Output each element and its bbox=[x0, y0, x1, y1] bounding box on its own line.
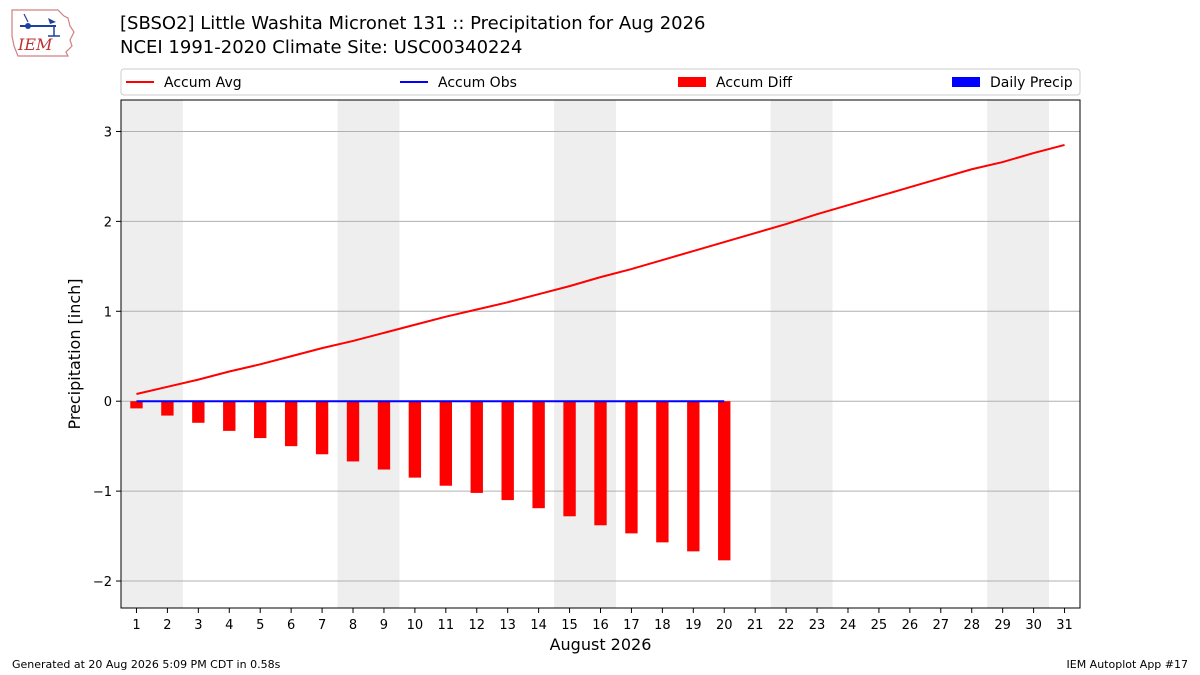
accum-diff-bar bbox=[377, 401, 391, 470]
svg-text:IEM: IEM bbox=[17, 35, 53, 54]
autoplot-app-label: IEM Autoplot App #17 bbox=[1066, 658, 1189, 671]
accum-diff-bar bbox=[161, 401, 174, 416]
x-tick-label: 29 bbox=[994, 618, 1011, 633]
accum-diff-bar bbox=[594, 401, 607, 526]
accum-diff-bar bbox=[254, 401, 267, 439]
accum-diff-bar bbox=[130, 401, 143, 409]
x-tick-label: 19 bbox=[685, 618, 702, 633]
x-tick-label: 6 bbox=[287, 618, 295, 633]
iem-logo: IEM bbox=[11, 9, 75, 57]
accum-diff-bar bbox=[532, 401, 545, 509]
legend-accum-avg-label: Accum Avg bbox=[164, 75, 242, 91]
x-tick-label: 3 bbox=[194, 618, 202, 633]
weekend-band bbox=[987, 100, 1050, 608]
legend-accum-obs-label: Accum Obs bbox=[438, 75, 517, 91]
accum-diff-bar bbox=[439, 401, 453, 486]
x-tick-label: 17 bbox=[623, 618, 640, 633]
y-tick-label: 0 bbox=[104, 395, 112, 410]
x-tick-label: 28 bbox=[963, 618, 980, 633]
x-tick-label: 27 bbox=[933, 618, 950, 633]
y-tick-label: 2 bbox=[104, 215, 112, 230]
accum-diff-bar bbox=[408, 401, 422, 478]
x-tick-label: 26 bbox=[902, 618, 919, 633]
chart-title: [SBSO2] Little Washita Micronet 131 :: P… bbox=[120, 13, 706, 34]
x-tick-label: 9 bbox=[380, 618, 388, 633]
weekend-band bbox=[554, 100, 616, 608]
x-tick-label: 13 bbox=[499, 618, 516, 633]
legend-accum-diff-label: Accum Diff bbox=[716, 75, 792, 91]
weekend-band bbox=[770, 100, 833, 608]
y-tick-label: 3 bbox=[104, 125, 112, 140]
accum-diff-bar bbox=[315, 401, 329, 455]
accum-diff-bar bbox=[284, 401, 298, 447]
y-tick-label: −1 bbox=[93, 485, 112, 500]
x-axis-label: August 2026 bbox=[550, 635, 652, 654]
x-tick-label: 24 bbox=[840, 618, 857, 633]
legend-accum-diff-swatch bbox=[678, 77, 706, 87]
weekend-band bbox=[337, 100, 400, 608]
x-tick-label: 1 bbox=[132, 618, 140, 633]
y-axis-label: Precipitation [inch] bbox=[65, 278, 84, 429]
x-tick-label: 21 bbox=[747, 618, 764, 633]
x-tick-label: 2 bbox=[163, 618, 171, 633]
legend-daily-precip-label: Daily Precip bbox=[990, 75, 1073, 91]
x-tick-label: 7 bbox=[318, 618, 326, 633]
weekend-band bbox=[121, 100, 183, 608]
x-tick-label: 14 bbox=[530, 618, 547, 633]
accum-avg-line bbox=[136, 143, 1065, 395]
generated-timestamp: Generated at 20 Aug 2026 5:09 PM CDT in … bbox=[12, 658, 281, 671]
x-tick-label: 23 bbox=[809, 618, 826, 633]
accum-diff-bar bbox=[687, 401, 700, 552]
legend-box bbox=[120, 68, 1081, 96]
accum-diff-bar bbox=[192, 401, 205, 423]
accum-diff-bar bbox=[718, 401, 731, 561]
x-tick-label: 30 bbox=[1025, 618, 1042, 633]
x-tick-label: 18 bbox=[654, 618, 671, 633]
x-tick-label: 22 bbox=[778, 618, 795, 633]
legend-daily-precip-swatch bbox=[952, 77, 980, 87]
y-tick-label: 1 bbox=[104, 305, 112, 320]
x-tick-label: 16 bbox=[592, 618, 609, 633]
accum-diff-bar bbox=[563, 401, 576, 517]
x-tick-label: 8 bbox=[349, 618, 357, 633]
x-tick-label: 20 bbox=[716, 618, 733, 633]
x-tick-label: 5 bbox=[256, 618, 264, 633]
x-tick-label: 31 bbox=[1056, 618, 1073, 633]
accum-diff-bar bbox=[470, 401, 483, 493]
accum-diff-bar bbox=[346, 401, 360, 462]
accum-diff-bar bbox=[656, 401, 669, 543]
x-tick-label: 10 bbox=[407, 618, 424, 633]
accum-diff-bar bbox=[223, 401, 236, 431]
x-tick-label: 4 bbox=[225, 618, 233, 633]
plot-frame bbox=[120, 99, 1081, 609]
x-tick-label: 11 bbox=[438, 618, 455, 633]
accum-diff-bar bbox=[625, 401, 638, 534]
chart-subtitle: NCEI 1991-2020 Climate Site: USC00340224 bbox=[120, 37, 523, 58]
x-tick-label: 15 bbox=[561, 618, 578, 633]
accum-diff-bar bbox=[501, 401, 514, 501]
x-tick-label: 25 bbox=[871, 618, 888, 633]
y-tick-label: −2 bbox=[93, 575, 112, 590]
x-tick-label: 12 bbox=[468, 618, 485, 633]
